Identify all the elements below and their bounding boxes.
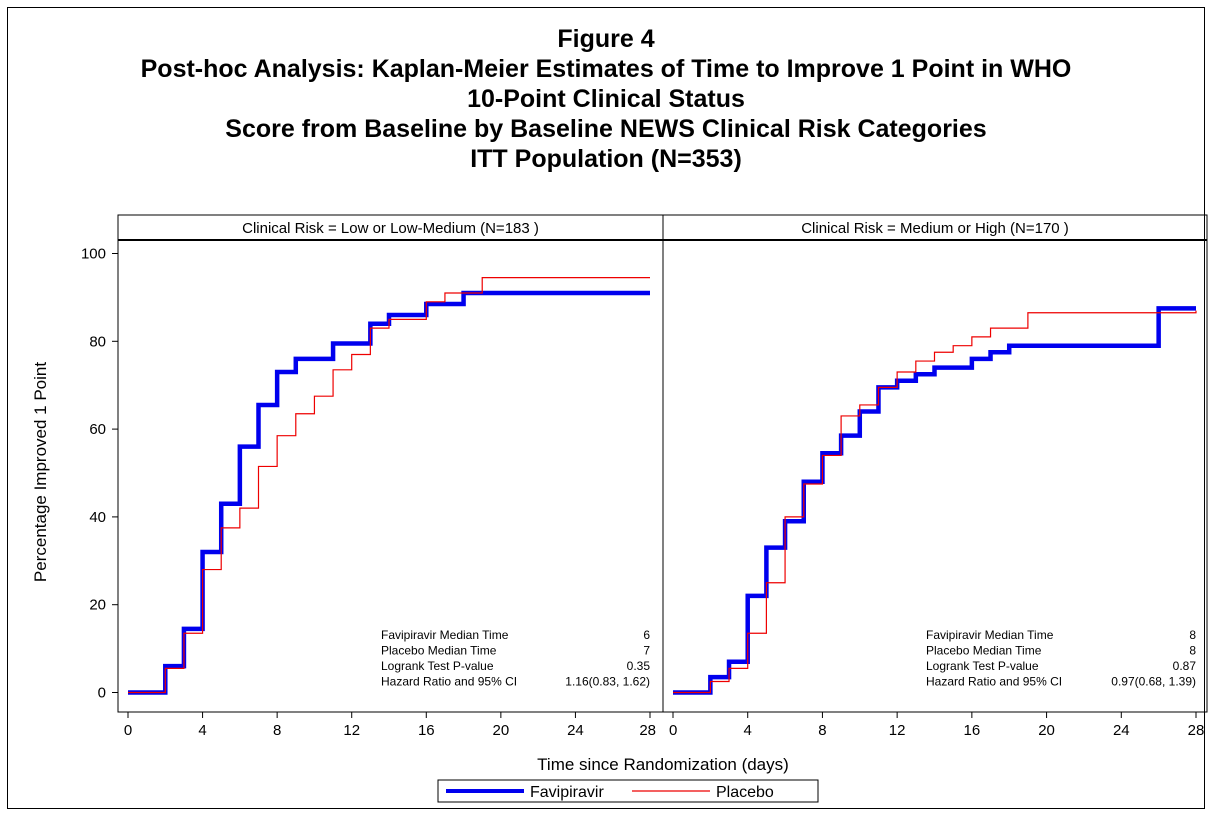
x-tick-label: 16 — [964, 722, 981, 739]
stat-value: 0.35 — [627, 659, 651, 673]
figure-label: Figure 4 — [557, 25, 655, 53]
x-tick-label: 8 — [818, 722, 826, 739]
x-tick-label: 28 — [639, 722, 656, 739]
x-tick-label: 20 — [493, 722, 510, 739]
series-placebo-line — [128, 277, 650, 694]
stat-label: Hazard Ratio and 95% CI — [926, 675, 1062, 689]
x-tick-label: 4 — [198, 722, 206, 739]
stat-label: Logrank Test P-value — [926, 659, 1039, 673]
y-tick-label: 100 — [81, 246, 106, 263]
legend-box — [437, 779, 819, 803]
stat-value: 1.16(0.83, 1.62) — [565, 675, 650, 689]
stat-label: Logrank Test P-value — [381, 659, 494, 673]
figure-title-line-4: ITT Population (N=353) — [470, 145, 742, 173]
stat-label: Placebo Median Time — [381, 644, 497, 658]
x-tick-label: 20 — [1038, 722, 1055, 739]
stat-value: 0.97(0.68, 1.39) — [1111, 675, 1196, 689]
stat-label: Placebo Median Time — [926, 644, 1042, 658]
x-tick-label: 12 — [343, 722, 360, 739]
figure-title-line-2: 10-Point Clinical Status — [467, 85, 745, 113]
panel-1: Clinical Risk = Low or Low-Medium (N=183… — [81, 214, 664, 739]
y-tick-label: 40 — [89, 509, 106, 526]
x-axis-label: Time since Randomization (days) — [537, 755, 789, 774]
figure-title-line-1: Post-hoc Analysis: Kaplan-Meier Estimate… — [140, 55, 1072, 83]
figure-titles: Figure 4 Post-hoc Analysis: Kaplan-Meier… — [0, 24, 1212, 174]
y-tick-label: 60 — [89, 421, 106, 438]
stat-value: 8 — [1189, 628, 1196, 642]
x-tick-label: 16 — [418, 722, 435, 739]
stat-value: 8 — [1189, 644, 1196, 658]
x-tick-label: 8 — [273, 722, 281, 739]
panel-2: Clinical Risk = Medium or High (N=170 ) 0… — [662, 214, 1208, 739]
x-tick-label: 0 — [669, 722, 677, 739]
stat-label: Favipiravir Median Time — [926, 628, 1054, 642]
y-tick-label: 20 — [89, 597, 106, 614]
panel-title: Clinical Risk = Low or Low-Medium (N=183… — [242, 220, 539, 237]
stat-label: Favipiravir Median Time — [381, 628, 509, 642]
legend-placebo-label: Placebo — [716, 784, 774, 801]
figure-frame — [7, 7, 1205, 809]
x-tick-label: 24 — [567, 722, 584, 739]
x-tick-label: 0 — [124, 722, 132, 739]
y-tick-label: 80 — [89, 333, 106, 350]
y-axis-label: Percentage Improved 1 Point — [31, 362, 50, 582]
panel-border — [662, 214, 1208, 713]
panel-title: Clinical Risk = Medium or High (N=170 ) — [801, 220, 1069, 237]
series-placebo-line — [673, 310, 1197, 694]
series-favipiravir-line — [673, 306, 1196, 695]
stat-value: 6 — [643, 628, 650, 642]
x-tick-label: 28 — [1188, 722, 1205, 739]
legend-favipiravir-label: Favipiravir — [530, 784, 604, 801]
legend: Favipiravir Placebo — [437, 779, 819, 803]
series-favipiravir-line — [128, 290, 650, 695]
stat-value: 0.87 — [1173, 659, 1197, 673]
stat-label: Hazard Ratio and 95% CI — [381, 675, 517, 689]
x-tick-label: 12 — [889, 722, 906, 739]
x-tick-label: 24 — [1113, 722, 1130, 739]
stat-value: 7 — [643, 644, 650, 658]
x-tick-label: 4 — [744, 722, 752, 739]
y-tick-label: 0 — [98, 685, 106, 702]
figure-title-line-3: Score from Baseline by Baseline NEWS Cli… — [225, 115, 987, 143]
